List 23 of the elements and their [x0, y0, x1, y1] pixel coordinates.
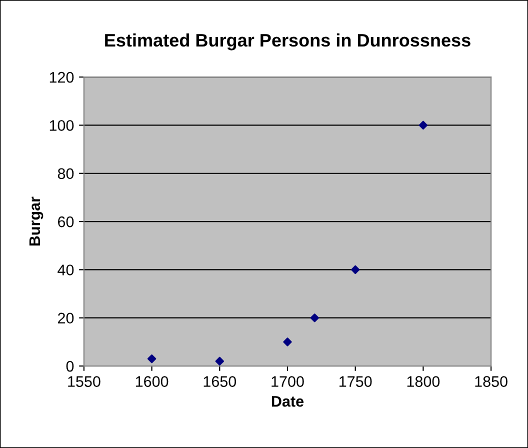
y-tick-label: 80	[58, 168, 74, 180]
y-tick-label: 120	[50, 72, 74, 83]
point	[215, 356, 224, 366]
y-tick-label: 60	[58, 216, 74, 228]
y-tick-label: 40	[58, 264, 74, 276]
chart-title: Estimated Burgar Persons in Dunrossness	[105, 33, 470, 50]
y-axis-title: Burgar	[29, 196, 44, 246]
x-tick-label: 1600	[136, 376, 168, 387]
y-tick-label: 0	[66, 360, 74, 372]
y-tick-label: 20	[58, 312, 74, 324]
y-tick-label: 100	[50, 120, 74, 131]
x-tick-label: 1850	[475, 376, 508, 387]
point	[418, 120, 428, 130]
point	[283, 338, 292, 346]
point	[310, 313, 320, 322]
point	[147, 354, 156, 364]
x-axis-title: Date	[272, 396, 304, 407]
x-tick-label: 1800	[407, 376, 440, 387]
x-tick-label: 1650	[204, 376, 236, 387]
point	[350, 265, 360, 274]
x-tick-label: 1700	[272, 376, 304, 387]
x-tick-label: 1750	[340, 376, 372, 387]
x-tick-label: 1550	[68, 376, 100, 387]
